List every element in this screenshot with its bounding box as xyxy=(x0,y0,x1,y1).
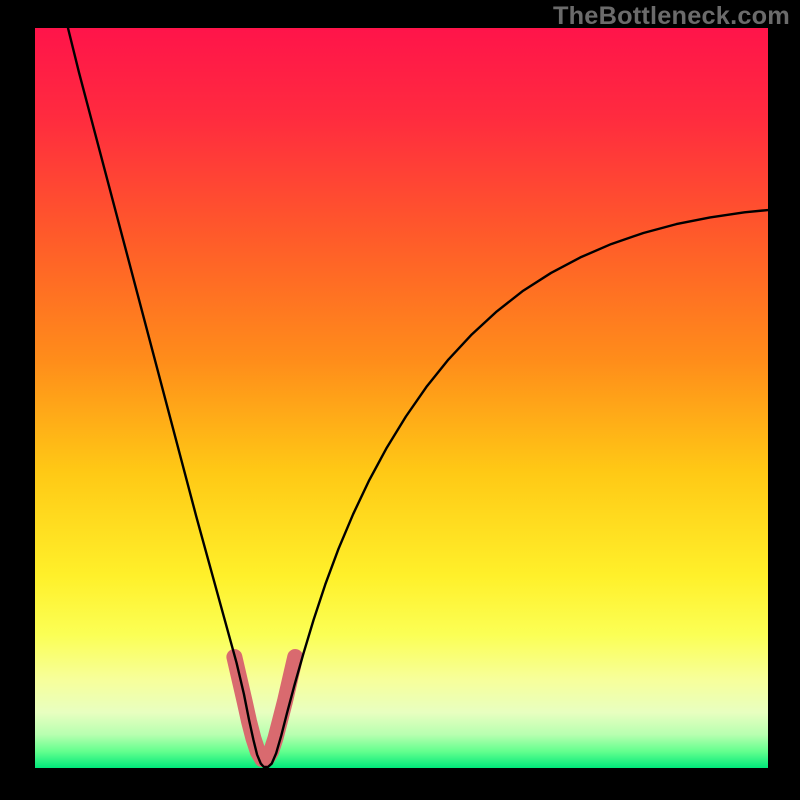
chart-frame: TheBottleneck.com xyxy=(0,0,800,800)
plot-area xyxy=(35,28,768,768)
bottleneck-curve-chart xyxy=(35,28,768,768)
gradient-background xyxy=(35,28,768,768)
watermark-text: TheBottleneck.com xyxy=(553,2,790,31)
